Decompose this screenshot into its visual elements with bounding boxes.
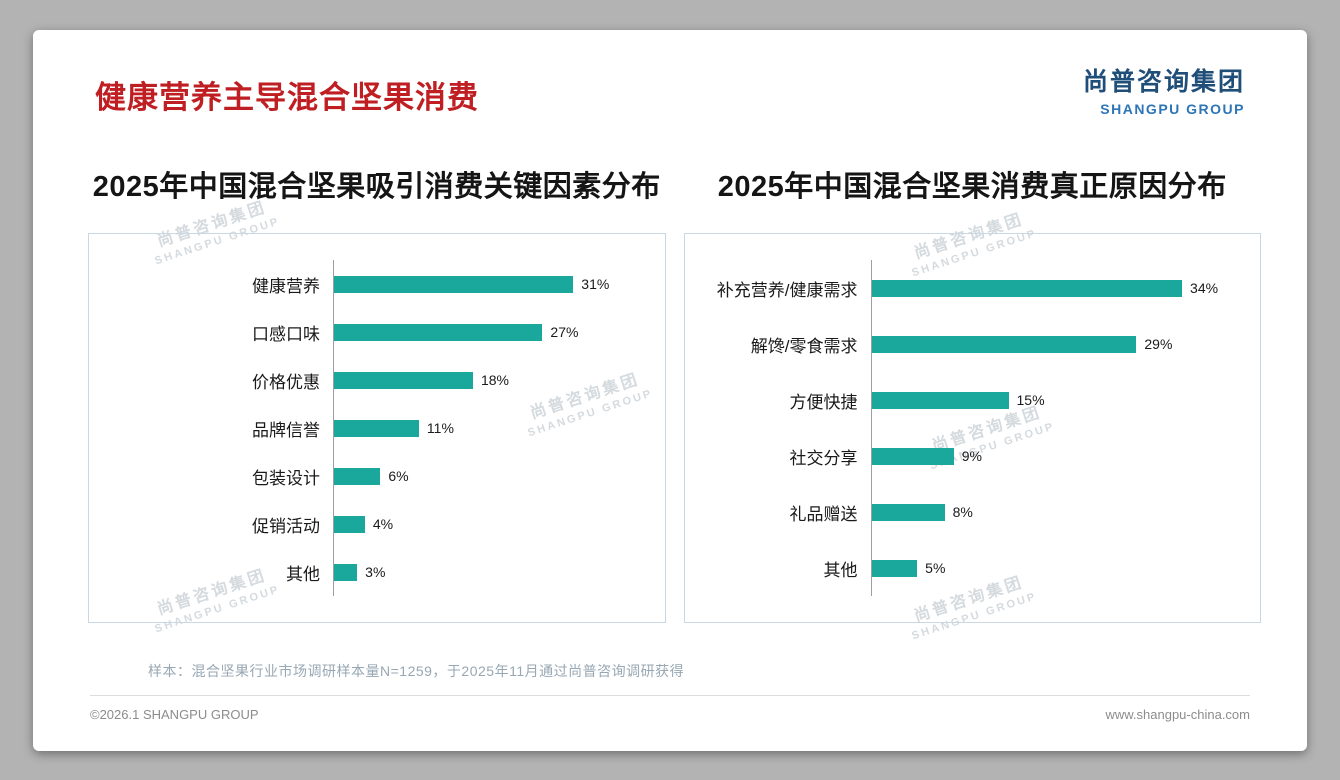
charts-area: 2025年中国混合坚果吸引消费关键因素分布 健康营养 31% 口感口味 27% 价格优惠… — [33, 163, 1307, 623]
bar-value-label: 31% — [581, 276, 610, 292]
copyright-text: ©2026.1 SHANGPU GROUP — [90, 707, 259, 722]
bar — [871, 447, 954, 465]
bar-track: 3% — [333, 548, 651, 596]
bar-category-label: 方便快捷 — [789, 392, 858, 412]
website-text: www.shangpu-china.com — [1105, 707, 1250, 722]
bar — [334, 467, 381, 485]
bar-row: 口感口味 27% — [89, 308, 651, 356]
bar-category-label: 其他 — [823, 560, 858, 580]
slide-footer: ©2026.1 SHANGPU GROUP www.shangpu-china.… — [90, 695, 1250, 722]
page-title: 健康营养主导混合坚果消费 — [95, 80, 479, 115]
bar-track: 18% — [333, 356, 651, 404]
bar — [871, 279, 1183, 297]
bar-track: 11% — [333, 404, 651, 452]
bar-row: 方便快捷 15% — [685, 372, 1247, 428]
bar-category-label: 健康营养 — [252, 276, 320, 296]
bar-value-label: 15% — [1016, 392, 1045, 408]
bar-row: 包装设计 6% — [89, 452, 651, 500]
bar-value-label: 34% — [1190, 280, 1219, 296]
bar-row: 补充营养/健康需求 34% — [685, 260, 1247, 316]
bar-track: 31% — [333, 260, 651, 308]
bar-track: 4% — [333, 500, 651, 548]
bar-value-label: 9% — [961, 448, 982, 464]
bar — [871, 335, 1137, 353]
bar-value-label: 8% — [952, 504, 973, 520]
reasons-chart-title: 2025年中国混合坚果消费真正原因分布 — [717, 171, 1227, 203]
factors-chart-section: 2025年中国混合坚果吸引消费关键因素分布 健康营养 31% 口感口味 27% 价格优惠… — [88, 163, 666, 623]
logo-english-text: SHANGPU GROUP — [1100, 101, 1245, 117]
bar-category-label: 促销活动 — [252, 516, 320, 536]
slide-header: 健康营养主导混合坚果消费 尚普咨询集团 SHANGPU GROUP — [33, 30, 1307, 117]
bar-category-label: 价格优惠 — [252, 372, 320, 392]
bar — [334, 275, 574, 293]
bar-category-label: 补充营养/健康需求 — [716, 280, 858, 300]
bar — [871, 503, 945, 521]
bar-row: 解馋/零食需求 29% — [685, 316, 1247, 372]
logo-chinese-text: 尚普咨询集团 — [1082, 68, 1245, 96]
bar-row: 促销活动 4% — [89, 500, 651, 548]
bar — [871, 559, 918, 577]
bar-row: 其他 3% — [89, 548, 651, 596]
bar-track: 6% — [333, 452, 651, 500]
bar-value-label: 3% — [365, 564, 386, 580]
slide-content: 健康营养主导混合坚果消费 尚普咨询集团 SHANGPU GROUP 2025年中… — [33, 30, 1307, 751]
bar-value-label: 5% — [925, 560, 946, 576]
bar-value-label: 18% — [480, 372, 509, 388]
bar-track: 8% — [870, 484, 1247, 540]
bar-row: 品牌信誉 11% — [89, 404, 651, 452]
bar-row: 价格优惠 18% — [89, 356, 651, 404]
bar-category-label: 包装设计 — [252, 468, 320, 488]
bar — [334, 371, 473, 389]
bar-category-label: 口感口味 — [252, 324, 320, 344]
reasons-chart-section: 2025年中国混合坚果消费真正原因分布 补充营养/健康需求 34% 解馋/零食需求 2… — [683, 163, 1261, 623]
bar-value-label: 6% — [388, 468, 409, 484]
bar-category-label: 社交分享 — [789, 448, 858, 468]
bar — [334, 515, 365, 533]
bar-track: 9% — [870, 428, 1247, 484]
reasons-bar-chart: 补充营养/健康需求 34% 解馋/零食需求 29% 方便快捷 15% 社交分享 9% 礼品赠送 8… — [683, 233, 1261, 623]
bar-row: 健康营养 31% — [89, 260, 651, 308]
bar-category-label: 其他 — [286, 564, 320, 584]
bar-value-label: 29% — [1144, 336, 1173, 352]
bar-category-label: 品牌信誉 — [252, 420, 320, 440]
bar-category-label: 礼品赠送 — [789, 504, 858, 524]
bar-value-label: 11% — [426, 420, 454, 436]
bar-track: 29% — [870, 316, 1247, 372]
company-logo: 尚普咨询集团 SHANGPU GROUP — [1083, 62, 1245, 117]
bar-category-label: 解馋/零食需求 — [750, 336, 858, 356]
bar — [871, 391, 1009, 409]
bar-value-label: 4% — [372, 516, 394, 532]
bar-row: 礼品赠送 8% — [685, 484, 1247, 540]
bar — [334, 563, 358, 581]
bar — [334, 323, 543, 341]
factors-chart-title: 2025年中国混合坚果吸引消费关键因素分布 — [92, 171, 661, 203]
sample-note: 样本：混合坚果行业市场调研样本量N=1259，于2025年11月通过尚普咨询调研… — [148, 663, 685, 679]
bar-row: 社交分享 9% — [685, 428, 1247, 484]
bar-track: 34% — [870, 260, 1247, 316]
bar-track: 15% — [870, 372, 1247, 428]
bar — [334, 419, 419, 437]
bar-row: 其他 5% — [685, 540, 1247, 596]
slide-card: 尚普咨询集团 SHANGPU GROUP 尚普咨询集团 SHANGPU GROU… — [33, 30, 1307, 751]
bar-track: 5% — [870, 540, 1247, 596]
bar-track: 27% — [333, 308, 651, 356]
factors-bar-chart: 健康营养 31% 口感口味 27% 价格优惠 18% 品牌信誉 11% 包装设计 6% 促销活动 4%… — [88, 233, 666, 623]
bar-value-label: 27% — [550, 324, 579, 340]
